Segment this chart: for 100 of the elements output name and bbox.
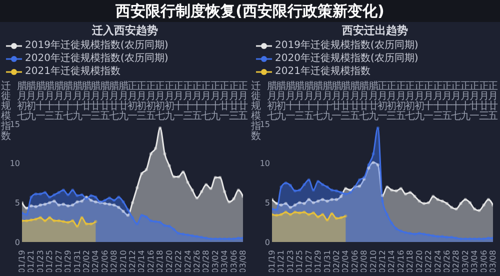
point xyxy=(103,198,106,202)
text: 腊月十五 xyxy=(54,81,64,122)
point xyxy=(48,201,52,204)
point xyxy=(330,188,334,192)
point xyxy=(25,219,28,222)
point xyxy=(394,227,398,230)
text: 正月廿三 xyxy=(228,81,239,122)
point xyxy=(62,220,66,224)
point xyxy=(312,188,316,192)
text: 正月十三 xyxy=(432,81,443,122)
point xyxy=(232,197,236,200)
point xyxy=(52,199,56,203)
point xyxy=(176,175,180,178)
point xyxy=(284,202,288,206)
text: 腊月廿三 xyxy=(340,81,351,122)
point xyxy=(172,228,176,232)
y-axis-title: 迁徙规模指数 xyxy=(251,81,261,142)
text: 正月初九 xyxy=(414,81,424,122)
point xyxy=(472,237,476,240)
point xyxy=(478,208,481,212)
point xyxy=(140,172,144,176)
point xyxy=(436,198,440,202)
text: 腊月十七 xyxy=(63,81,74,122)
point xyxy=(348,190,352,194)
point xyxy=(275,214,278,217)
point xyxy=(486,198,490,202)
point xyxy=(334,189,338,192)
point xyxy=(422,202,426,206)
point xyxy=(321,212,324,216)
point xyxy=(62,188,66,192)
point xyxy=(214,237,217,240)
text: 腊月廿七 xyxy=(109,81,120,122)
point xyxy=(450,206,454,209)
point xyxy=(316,215,320,218)
point xyxy=(326,218,329,222)
point xyxy=(358,178,362,182)
point xyxy=(232,237,236,240)
point xyxy=(209,186,212,190)
point xyxy=(445,202,449,206)
chart-subtitle: 西安限行制度恢复(西安限行政策新变化) xyxy=(116,2,384,20)
point xyxy=(307,212,310,216)
text: 腊月十三 xyxy=(294,81,305,122)
point xyxy=(126,214,130,217)
point xyxy=(76,194,79,198)
legend-label: 2019年迁徙规模指数(农历同期) xyxy=(25,40,168,52)
point xyxy=(172,175,176,178)
chart-title: 西安迁出趋势 xyxy=(341,23,409,39)
point xyxy=(275,202,278,206)
text: 腊月十一 xyxy=(285,81,296,122)
point xyxy=(339,216,343,220)
point xyxy=(80,216,84,220)
y-tick-label: 0 xyxy=(14,238,20,247)
text: 正月廿五 xyxy=(238,81,248,122)
text: 腊月廿九 xyxy=(368,81,378,122)
point xyxy=(307,178,310,182)
point xyxy=(390,222,394,225)
point xyxy=(376,163,380,167)
point xyxy=(468,237,472,240)
point xyxy=(372,152,375,156)
point xyxy=(422,232,426,236)
point xyxy=(228,237,231,240)
point xyxy=(140,214,144,217)
text: 正月初五 xyxy=(396,81,406,122)
point xyxy=(330,198,334,202)
point xyxy=(186,233,190,237)
point xyxy=(418,232,421,235)
point xyxy=(432,234,435,238)
point xyxy=(459,202,462,206)
point xyxy=(38,192,42,196)
point xyxy=(482,203,486,207)
point xyxy=(284,210,288,214)
point xyxy=(280,185,283,189)
point xyxy=(288,184,292,187)
point xyxy=(136,186,139,190)
point xyxy=(399,229,403,233)
point xyxy=(482,237,486,240)
point xyxy=(34,205,38,208)
point xyxy=(80,193,84,196)
point xyxy=(57,190,60,194)
point xyxy=(43,190,47,194)
text: 腊月初九 xyxy=(26,81,36,122)
point xyxy=(326,199,329,203)
text: 正月十七 xyxy=(451,81,462,122)
point xyxy=(344,186,348,190)
point xyxy=(66,204,70,208)
y-axis-title: 迁徙规模指数 xyxy=(1,81,11,142)
point xyxy=(298,211,302,214)
text: 正月廿一 xyxy=(220,81,230,122)
point xyxy=(330,212,334,216)
text: 正月初一 xyxy=(128,81,138,122)
point xyxy=(426,201,430,204)
text: 腊月十九 xyxy=(72,81,82,122)
legend-label: 2019年迁徙规模指数(农历同期) xyxy=(275,40,418,52)
point xyxy=(307,198,310,202)
point xyxy=(168,224,171,228)
point xyxy=(298,188,302,192)
point xyxy=(66,193,70,196)
point xyxy=(108,202,112,206)
point xyxy=(321,182,324,186)
point xyxy=(218,176,222,180)
